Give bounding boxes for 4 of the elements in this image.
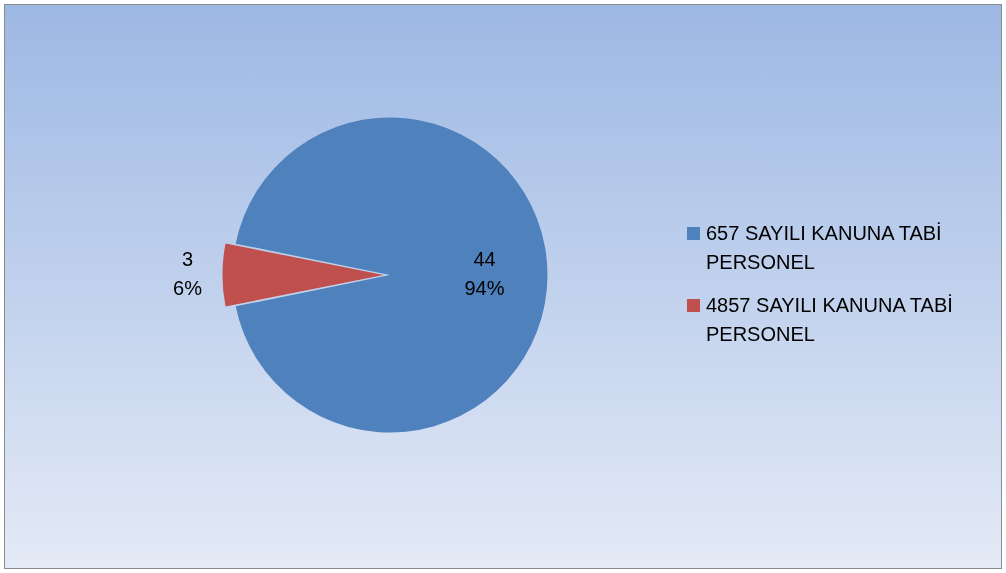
data-label: 44 94%: [464, 248, 505, 300]
data-label: 3 6%: [173, 248, 203, 300]
legend-label: 657 SAYILI KANUNA TABİ PERSONEL: [706, 221, 943, 275]
legend-label: 4857 SAYILI KANUNA TABİ PERSONEL: [706, 293, 954, 347]
